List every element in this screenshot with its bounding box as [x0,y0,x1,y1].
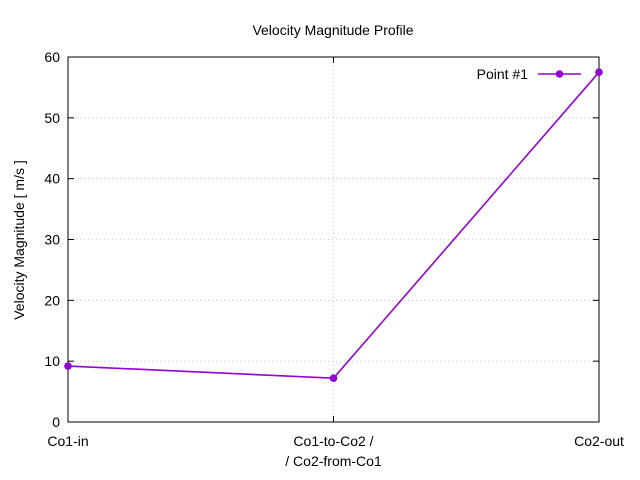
y-tick-label: 0 [52,414,60,430]
y-tick-label: 40 [44,171,60,187]
x-tick-label: Co1-in [47,433,88,449]
legend: Point #1 [477,66,581,82]
chart-title: Velocity Magnitude Profile [252,22,413,38]
plot-frame [67,56,600,423]
y-tick-label: 60 [44,49,60,65]
y-axis-label: Velocity Magnitude [ m/s ] [11,160,27,320]
data-point [329,374,338,383]
y-tick-label: 50 [44,110,60,126]
y-axis: 0 10 20 30 40 50 60 [44,49,599,430]
legend-marker [555,70,564,78]
y-tick-label: 10 [44,353,60,369]
series-group [64,68,603,383]
x-tick-label: Co1-to-Co2 / [293,433,373,449]
data-point [64,362,72,370]
grid [68,57,599,422]
x-axis: Co1-in Co1-to-Co2 / / Co2-from-Co1 Co2-out [47,57,624,469]
data-point [595,68,603,77]
y-tick-label: 30 [44,232,60,248]
x-tick-label: Co2-out [574,433,624,449]
legend-label: Point #1 [477,66,529,82]
y-tick-label: 20 [44,292,60,308]
x-tick-label: / Co2-from-Co1 [285,453,382,469]
